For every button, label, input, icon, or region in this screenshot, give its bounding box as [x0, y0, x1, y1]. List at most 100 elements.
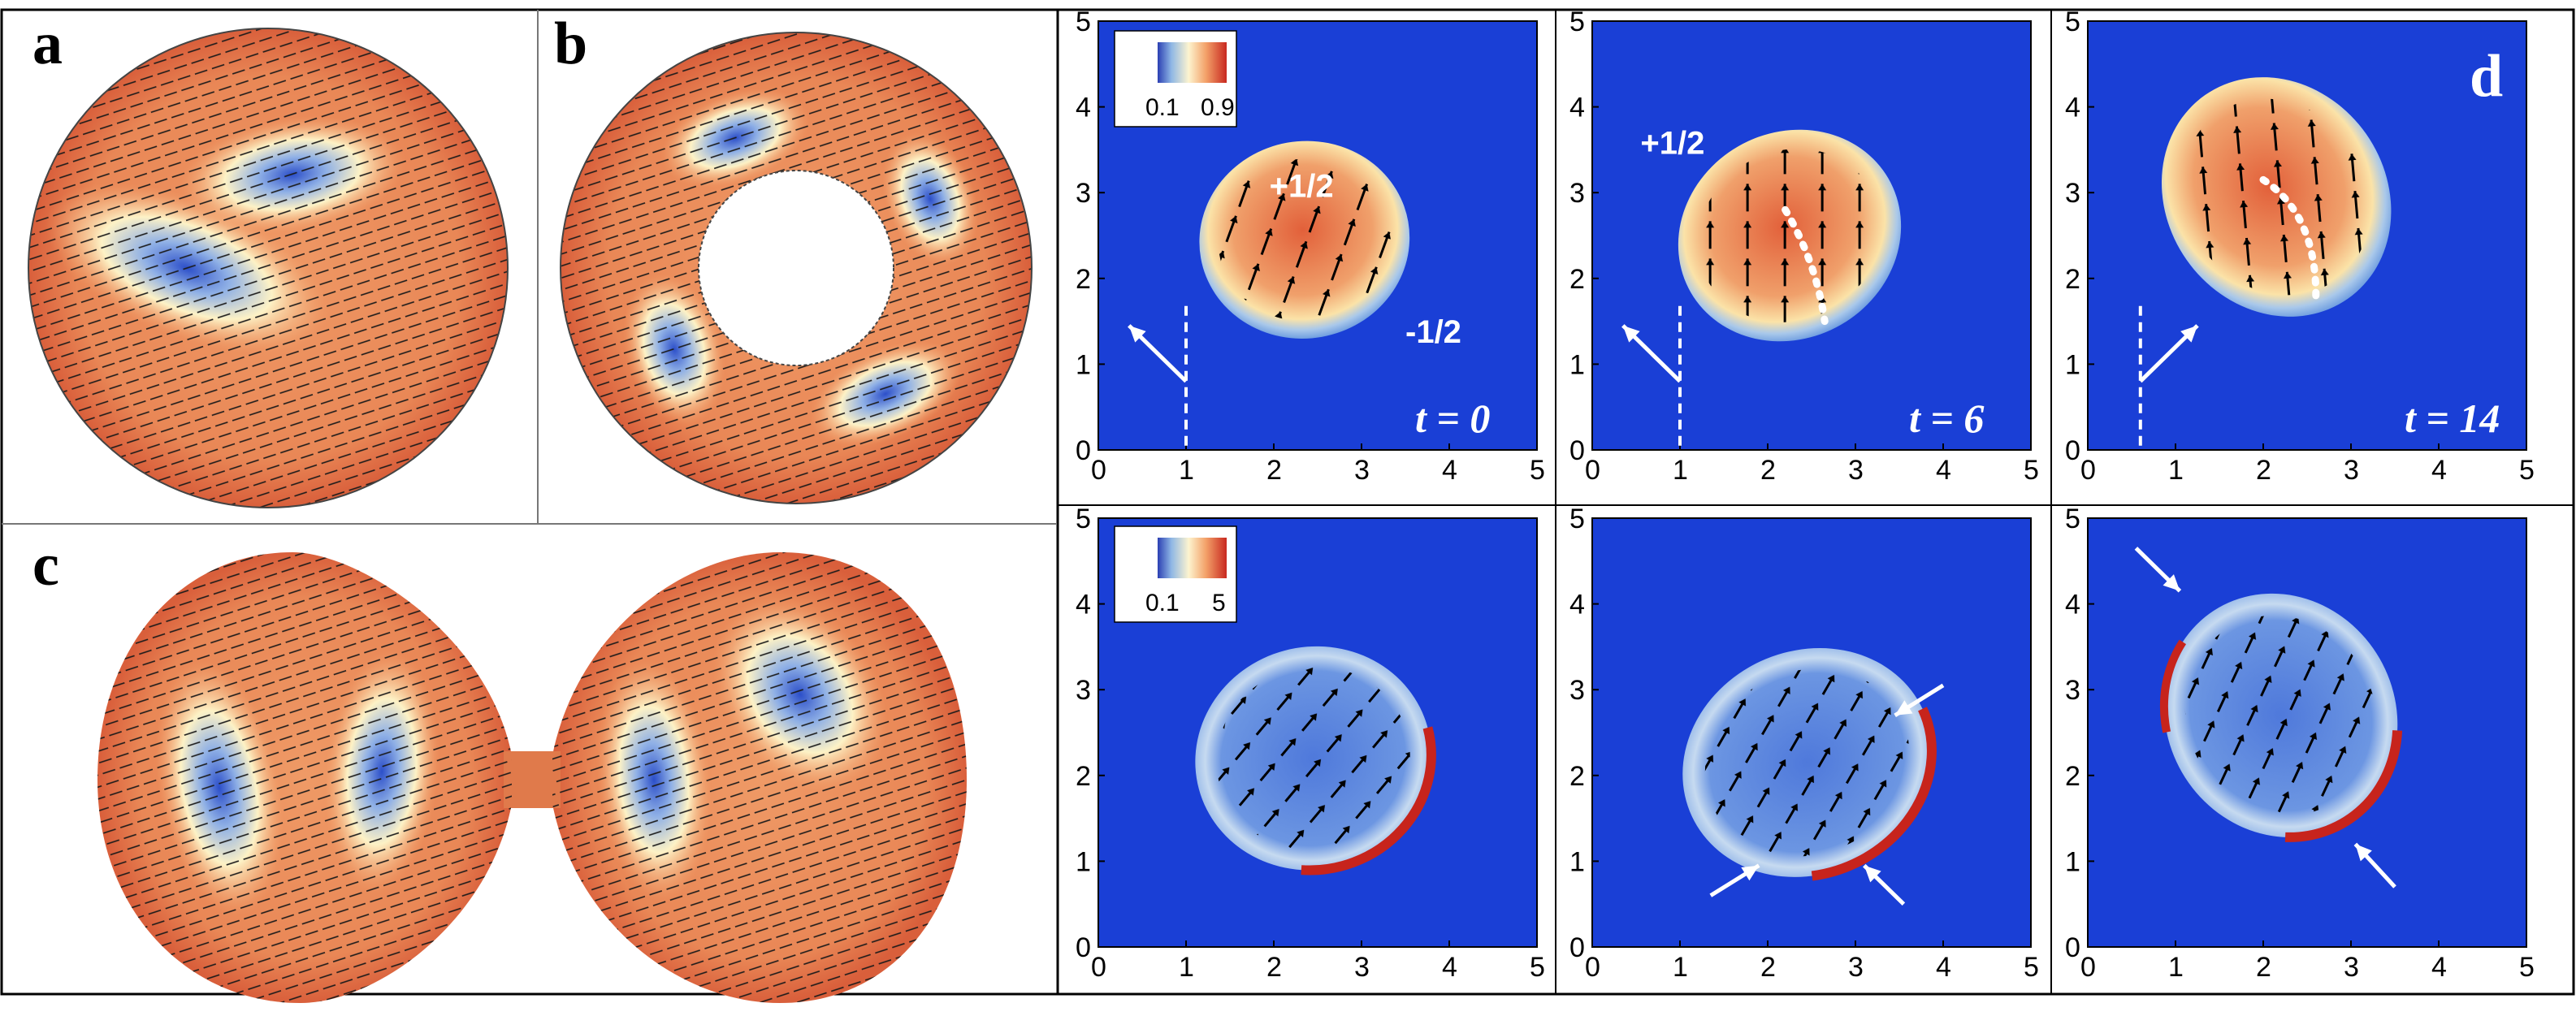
panel-a-disk — [28, 28, 509, 508]
panel-b-letter: b — [554, 11, 587, 77]
y-tick-label: 1 — [1569, 349, 1585, 380]
y-tick-label: 2 — [2065, 761, 2080, 792]
y-tick-label: 0 — [1076, 932, 1091, 963]
y-tick-label: 1 — [1076, 846, 1091, 877]
rim-accumulation — [1811, 707, 1937, 881]
director-arrows — [1698, 149, 1881, 322]
y-tick-label: 0 — [1569, 435, 1585, 466]
x-tick-label: 0 — [2080, 952, 2096, 983]
colorbar-top-min: 0.1 — [1145, 94, 1180, 121]
x-tick-label: 5 — [2024, 952, 2039, 983]
x-tick-label: 3 — [1848, 455, 1864, 486]
x-tick-label: 3 — [1354, 455, 1370, 486]
colorbar-top-max: 0.9 — [1201, 94, 1235, 121]
x-tick-label: 4 — [1442, 455, 1457, 486]
y-tick-label: 3 — [2065, 675, 2080, 706]
rim-accumulation-upper — [2159, 639, 2187, 733]
x-tick-label: 5 — [1530, 455, 1545, 486]
y-tick-label: 4 — [1569, 590, 1585, 620]
x-tick-label: 3 — [1354, 952, 1370, 983]
y-tick-label: 5 — [2065, 6, 2080, 37]
x-tick-label: 4 — [2431, 952, 2447, 983]
director-arrows — [1216, 666, 1410, 850]
panel-d-letter: d — [2470, 43, 2503, 110]
time-label: t = 14 — [2405, 396, 2500, 441]
y-tick-label: 3 — [1076, 675, 1091, 706]
defect-label: +1/2 — [1270, 168, 1334, 204]
y-tick-label: 1 — [2065, 846, 2080, 877]
rim-accumulation — [1301, 726, 1436, 876]
x-tick-label: 1 — [1179, 952, 1194, 983]
rim-arrow-head — [1894, 700, 1913, 716]
plot-r1-c2: 00 1 1 2 2 3 3 4 4 5 5 +1/2 t = 6 — [1569, 6, 2039, 486]
director-arrows — [2184, 615, 2377, 815]
y-tick-label: 5 — [1076, 6, 1091, 37]
y-tick-label: 3 — [1569, 178, 1585, 209]
rim-arrow-head — [1741, 865, 1760, 881]
y-tick-label: 2 — [1569, 264, 1585, 295]
y-tick-label: 2 — [1076, 761, 1091, 792]
defect-label: +1/2 — [1640, 126, 1704, 162]
x-tick-label: 2 — [2256, 455, 2271, 486]
x-tick-label: 0 — [2080, 455, 2096, 486]
x-tick-label: 2 — [2256, 952, 2271, 983]
director-arrows — [2182, 98, 2370, 296]
rim-arrow-head — [1864, 865, 1881, 883]
motion-arrow-head — [1128, 325, 1146, 343]
time-label: t = 6 — [1909, 396, 1984, 441]
y-tick-label: 2 — [1076, 264, 1091, 295]
x-tick-label: 5 — [2024, 455, 2039, 486]
director-arrows — [1704, 668, 1910, 857]
y-tick-label: 4 — [1076, 93, 1091, 123]
x-tick-label: 5 — [2519, 455, 2535, 486]
y-tick-label: 1 — [1569, 846, 1585, 877]
plot-r2-c3: 00 1 1 2 2 3 3 4 4 5 5 — [2065, 504, 2535, 983]
panel-c-double-disk — [97, 552, 967, 1003]
panel-a-letter: a — [32, 11, 63, 77]
x-tick-label: 4 — [1936, 455, 1951, 486]
defect-trajectory — [1782, 205, 1829, 326]
defect-trajectory — [2259, 175, 2320, 300]
x-tick-label: 1 — [1673, 455, 1688, 486]
x-tick-label: 0 — [1091, 455, 1106, 486]
x-tick-label: 3 — [2344, 952, 2359, 983]
y-tick-label: 0 — [1569, 932, 1585, 963]
rim-arrow-head — [2163, 574, 2180, 591]
x-tick-label: 4 — [1442, 952, 1457, 983]
x-tick-label: 5 — [1530, 952, 1545, 983]
y-tick-label: 5 — [2065, 504, 2080, 534]
time-label: t = 0 — [1415, 396, 1490, 441]
director-arrows — [1218, 158, 1391, 322]
x-tick-label: 3 — [1848, 952, 1864, 983]
y-tick-label: 4 — [1076, 590, 1091, 620]
y-tick-label: 0 — [2065, 435, 2080, 466]
x-tick-label: 2 — [1760, 952, 1776, 983]
x-tick-label: 1 — [1179, 455, 1194, 486]
y-tick-label: 3 — [1569, 675, 1585, 706]
x-tick-label: 2 — [1760, 455, 1776, 486]
y-tick-label: 0 — [1076, 435, 1091, 466]
colorbar-bottom-min: 0.1 — [1145, 590, 1180, 616]
plot-r2-c2: 00 1 1 2 2 3 3 4 4 5 5 — [1569, 504, 2039, 983]
defect-label: -1/2 — [1405, 314, 1461, 350]
colorbar-top: 0.1 0.9 — [1114, 30, 1237, 128]
x-tick-label: 2 — [1266, 952, 1282, 983]
panel-b-annulus — [560, 32, 1033, 504]
rim-arrow-head — [2355, 844, 2372, 862]
y-tick-label: 5 — [1569, 6, 1585, 37]
y-tick-label: 1 — [1076, 349, 1091, 380]
y-tick-label: 5 — [1076, 504, 1091, 534]
panel-c-letter: c — [32, 532, 59, 599]
x-tick-label: 5 — [2519, 952, 2535, 983]
y-tick-label: 5 — [1569, 504, 1585, 534]
x-tick-label: 0 — [1585, 952, 1600, 983]
x-tick-label: 1 — [2168, 952, 2184, 983]
x-tick-label: 0 — [1585, 455, 1600, 486]
y-tick-label: 4 — [1569, 93, 1585, 123]
y-tick-label: 4 — [2065, 93, 2080, 123]
motion-arrow-head — [2180, 325, 2197, 343]
y-tick-label: 4 — [2065, 590, 2080, 620]
rim-accumulation — [2284, 730, 2403, 842]
